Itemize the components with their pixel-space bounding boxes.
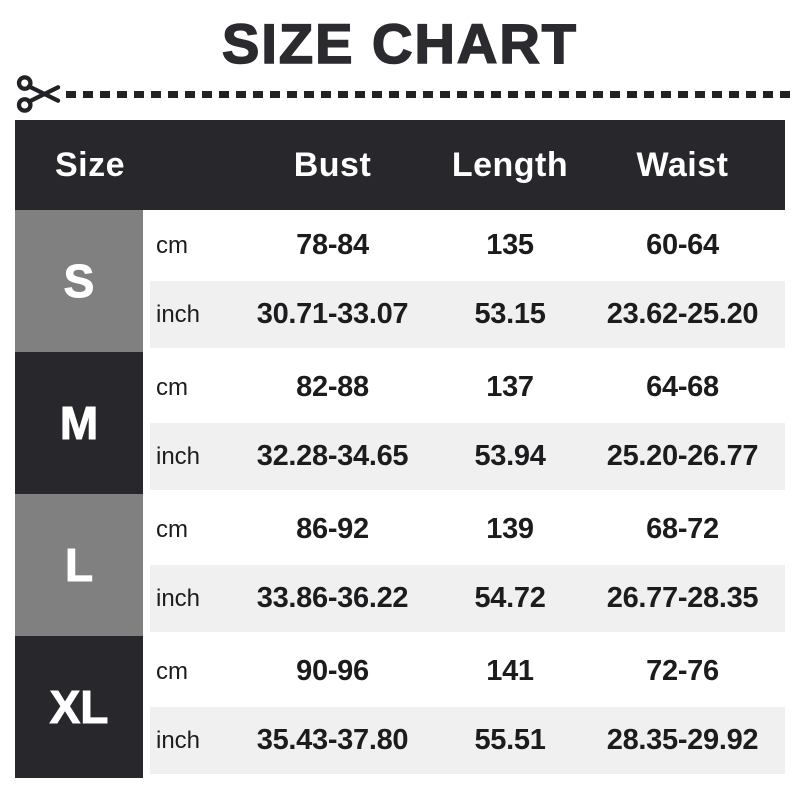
column-gap [143, 210, 150, 352]
table-row-l: L cm 86-92 139 68-72 inch 33.86-36.22 54… [15, 494, 785, 636]
cell-s-inch-length: 53.15 [440, 281, 580, 348]
unit-label-cm: cm [150, 352, 225, 423]
table-row-s: S cm 78-84 135 60-64 inch 30.71-33.07 53… [15, 210, 785, 352]
cell-m-inch-length: 53.94 [440, 423, 580, 490]
cell-m-cm-length: 137 [440, 352, 580, 423]
size-label-m: M [15, 352, 143, 494]
cell-m-cm-waist: 64-68 [580, 352, 785, 423]
cell-m-inch-waist: 25.20-26.77 [580, 423, 785, 490]
unit-label-inch: inch [150, 565, 225, 632]
size-table: Size Bust Length Waist S cm 78-84 135 60… [15, 120, 785, 778]
header-length: Length [451, 145, 569, 184]
cell-l-inch-length: 54.72 [440, 565, 580, 632]
dashed-cut-line [66, 90, 790, 98]
unit-label-inch: inch [150, 281, 225, 348]
cell-m-cm-bust: 82-88 [225, 352, 440, 423]
column-gap [143, 636, 150, 778]
cell-s-cm-length: 135 [440, 210, 580, 281]
cell-l-cm-waist: 68-72 [580, 494, 785, 565]
unit-label-cm: cm [150, 494, 225, 565]
cell-xl-inch-waist: 28.35-29.92 [580, 707, 785, 774]
cell-xl-cm-waist: 72-76 [580, 636, 785, 707]
scissors-icon [16, 75, 61, 113]
cell-l-inch-bust: 33.86-36.22 [225, 565, 440, 632]
unit-label-cm: cm [150, 210, 225, 281]
unit-label-inch: inch [150, 707, 225, 774]
unit-label-inch: inch [150, 423, 225, 490]
header-size: Size [55, 145, 126, 184]
table-header-row: Size Bust Length Waist [15, 120, 785, 210]
cell-l-cm-bust: 86-92 [225, 494, 440, 565]
table-row-m: M cm 82-88 137 64-68 inch 32.28-34.65 53… [15, 352, 785, 494]
page-title: SIZE CHART [221, 12, 578, 75]
column-gap [143, 352, 150, 494]
size-label-s: S [15, 210, 143, 352]
cut-line [0, 72, 800, 116]
cell-xl-cm-length: 141 [440, 636, 580, 707]
cell-s-cm-waist: 60-64 [580, 210, 785, 281]
header-bust: Bust [293, 145, 372, 184]
cell-l-inch-waist: 26.77-28.35 [580, 565, 785, 632]
cell-l-cm-length: 139 [440, 494, 580, 565]
cell-xl-inch-length: 55.51 [440, 707, 580, 774]
cell-xl-cm-bust: 90-96 [225, 636, 440, 707]
size-label-xl: XL [15, 636, 143, 778]
header-waist: Waist [636, 145, 729, 184]
cell-s-inch-waist: 23.62-25.20 [580, 281, 785, 348]
cell-s-cm-bust: 78-84 [225, 210, 440, 281]
cell-s-inch-bust: 30.71-33.07 [225, 281, 440, 348]
table-row-xl: XL cm 90-96 141 72-76 inch 35.43-37.80 5… [15, 636, 785, 778]
column-gap [143, 494, 150, 636]
unit-label-cm: cm [150, 636, 225, 707]
size-label-l: L [15, 494, 143, 636]
cell-xl-inch-bust: 35.43-37.80 [225, 707, 440, 774]
cell-m-inch-bust: 32.28-34.65 [225, 423, 440, 490]
